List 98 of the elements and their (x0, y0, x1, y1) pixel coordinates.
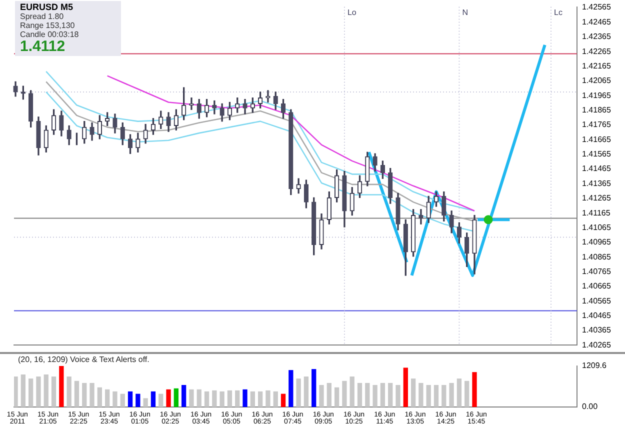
bar (59, 366, 64, 407)
bar (66, 376, 72, 407)
bar (434, 384, 439, 407)
bar (342, 380, 347, 407)
ref-line-label: N (462, 8, 468, 17)
annotation: Candle 00:03:18 (20, 30, 80, 39)
y-tick-label: 1.40765 (582, 266, 612, 276)
bar (456, 378, 462, 407)
y-tick-label: 1.42365 (582, 32, 612, 42)
bar (28, 378, 34, 407)
bar (250, 391, 255, 407)
bar (158, 394, 164, 407)
bar (296, 378, 301, 407)
y-tick-label: 1.40665 (582, 282, 612, 291)
bar (472, 372, 477, 407)
bar (82, 382, 87, 407)
bar (220, 391, 224, 407)
y-tick-label: 1.40465 (582, 311, 612, 320)
bar (280, 394, 286, 407)
y-tick-label: 1.42165 (582, 61, 612, 70)
y-tick-label: 1.40265 (582, 340, 612, 350)
y-tick-label: 1.40965 (582, 238, 612, 247)
bar (418, 382, 424, 407)
bar (326, 382, 332, 407)
bar (372, 384, 378, 407)
bar (104, 389, 110, 407)
bar (357, 382, 362, 407)
bar (266, 390, 270, 407)
bar (128, 391, 133, 407)
bar (442, 384, 446, 407)
y-tick-label: 1.41865 (582, 106, 612, 115)
y-tick-label: 1.42265 (582, 46, 612, 56)
annotation: 1.4112 (20, 38, 66, 55)
bar (319, 384, 324, 407)
y-tick-label: 1.41965 (582, 90, 612, 100)
bar (410, 378, 416, 407)
bar (449, 382, 454, 407)
bar (90, 382, 94, 407)
annotation: EURUSD M5 (20, 2, 74, 12)
bar (365, 382, 370, 407)
bar (36, 376, 41, 407)
y-tick-label: 1.41265 (582, 194, 612, 203)
y-tick-label: 1.41065 (582, 222, 612, 232)
bar (288, 370, 294, 407)
bar (136, 394, 140, 407)
y-tick-label: 1.41465 (582, 164, 612, 174)
ref-line-label: Lo (347, 8, 357, 17)
bar (235, 390, 240, 407)
bar (204, 391, 210, 407)
bar (20, 374, 26, 407)
text: (20, 16, 1209) Voice & Text Alerts off. (18, 355, 150, 364)
y-tick-label: 1209.6 (582, 361, 608, 370)
bar (312, 369, 316, 407)
bar (196, 389, 202, 407)
y-tick-label: 1.41665 (582, 134, 612, 144)
bar (273, 391, 278, 407)
bar (143, 398, 148, 407)
y-tick-label: 1.42465 (582, 17, 612, 26)
bar (380, 382, 386, 407)
bar (44, 374, 48, 407)
bar (74, 380, 80, 407)
y-tick-label: 1.42065 (582, 76, 612, 86)
bar (112, 391, 118, 407)
y-tick-label: 1.40865 (582, 252, 612, 262)
bar (464, 380, 470, 407)
bar (181, 384, 186, 407)
ref-line-label: Lc (554, 8, 562, 17)
bar (120, 394, 125, 407)
bar (403, 368, 408, 407)
bar (258, 391, 263, 407)
y-tick-label: 1.41365 (582, 178, 612, 188)
bar (97, 387, 102, 407)
annotation: Spread 1.80 (20, 12, 65, 21)
candlestick (189, 97, 194, 110)
bar (174, 388, 178, 407)
candlestick (418, 209, 424, 224)
bar (334, 387, 340, 407)
y-tick-label: 1.42565 (582, 2, 612, 12)
y-tick-label: 1.41165 (582, 208, 611, 218)
y-tick-label: 1.41565 (582, 150, 612, 159)
bar (212, 390, 217, 407)
y-tick-label: 1.41765 (582, 120, 612, 130)
bar (150, 391, 156, 407)
bar (388, 382, 393, 407)
bar (166, 389, 171, 407)
bar (396, 384, 400, 407)
y-tick-label: 1.40565 (582, 296, 612, 306)
bar (227, 390, 232, 407)
bar (350, 376, 354, 407)
bar (242, 389, 248, 407)
bar (51, 376, 56, 407)
bar (189, 389, 194, 407)
y-tick-label: 0.00 (582, 402, 598, 412)
bar (426, 384, 431, 407)
annotation: Range 153,130 (20, 21, 76, 30)
bar (304, 376, 309, 407)
y-tick-label: 1.40365 (582, 326, 612, 335)
bar (14, 376, 18, 407)
